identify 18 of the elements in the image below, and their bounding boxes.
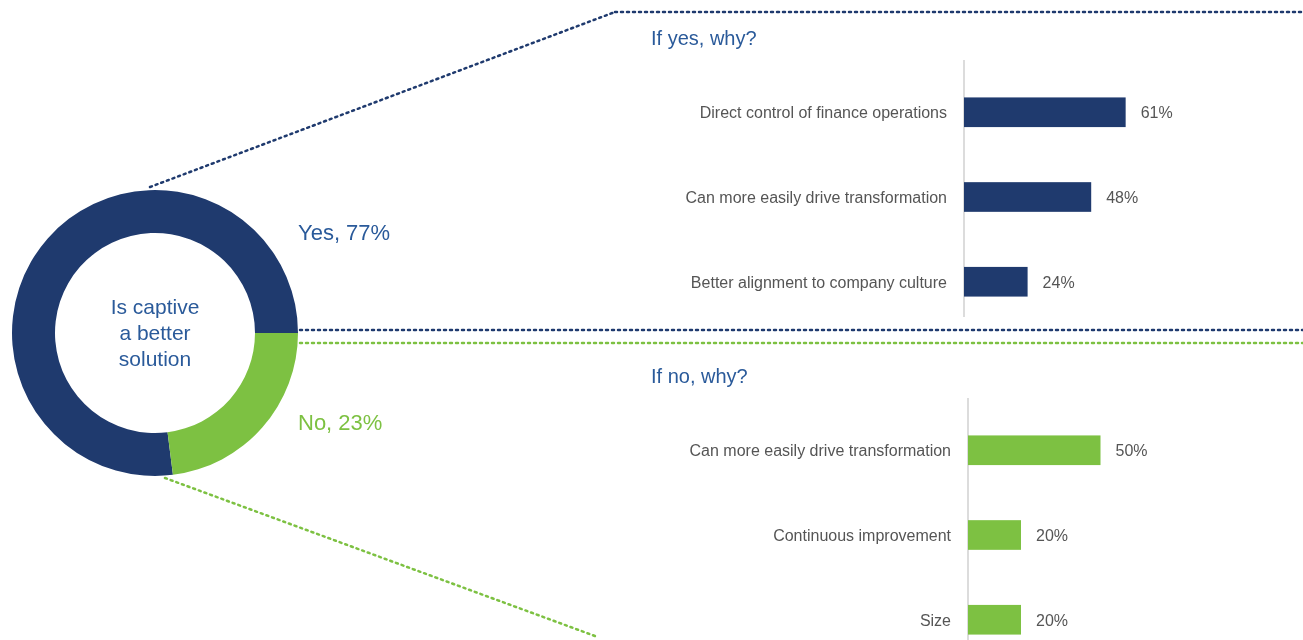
data-label: 61% [1140, 104, 1173, 122]
text: If no, why? [651, 365, 748, 387]
slice-label: Yes, 77% [298, 220, 391, 245]
text: Is captive a better solution [110, 295, 200, 370]
y-tick-label: Better alignment to company culture [690, 273, 948, 291]
y-tick-label: Size [919, 611, 952, 629]
data-label: 20% [1036, 611, 1069, 629]
data-label: 48% [1106, 189, 1139, 206]
text: If yes, why? [651, 27, 757, 49]
y-tick-label: Direct control of finance operations [699, 104, 947, 122]
y-tick-label: Can more easily drive transformation [689, 442, 951, 460]
y-tick-label: Continuous improvement [773, 527, 952, 544]
donut-slice [12, 190, 298, 476]
y-tick-label: Can more easily drive transformation [685, 189, 947, 206]
data-label: 50% [1115, 442, 1148, 460]
slice-label: No, 23% [298, 410, 383, 435]
data-label: 24% [1042, 273, 1075, 291]
data-label: 20% [1036, 527, 1069, 544]
